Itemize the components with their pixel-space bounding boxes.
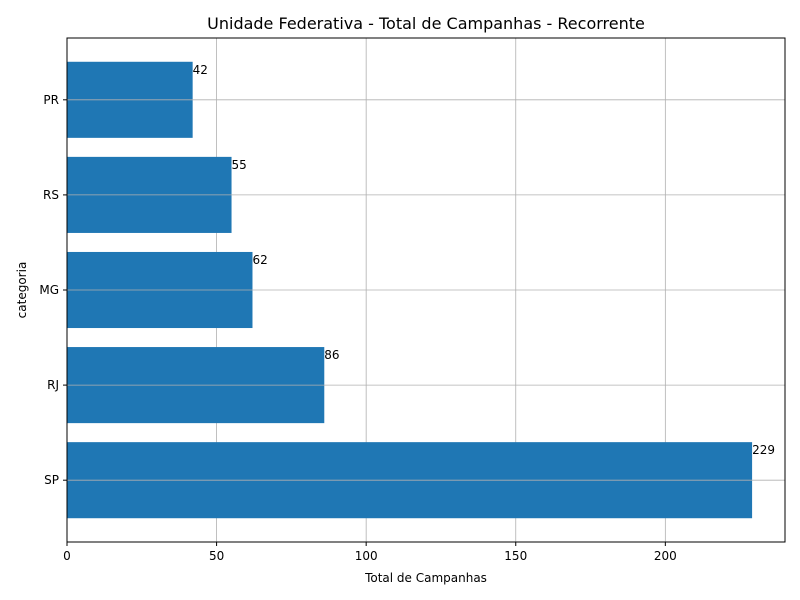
x-tick-label: 100 (355, 549, 378, 563)
x-axis-label: Total de Campanhas (364, 571, 487, 585)
data-label-pr: 42 (193, 63, 208, 77)
x-tick-label: 50 (209, 549, 224, 563)
x-tick-label: 150 (504, 549, 527, 563)
x-axis: 0 50 100 150 200 (63, 542, 677, 563)
data-label-rs: 55 (232, 158, 247, 172)
data-labels: 229 86 62 55 42 (67, 63, 785, 481)
y-tick-label-rj: RJ (47, 378, 59, 392)
data-label-mg: 62 (252, 253, 267, 267)
y-tick-label-pr: PR (43, 93, 59, 107)
y-tick-label-mg: MG (39, 283, 59, 297)
x-tick-label: 200 (654, 549, 677, 563)
y-tick-label-rs: RS (43, 188, 59, 202)
data-label-rj: 86 (324, 348, 339, 362)
y-axis-label: categoria (15, 262, 29, 319)
y-tick-label-sp: SP (44, 473, 59, 487)
y-axis: SP RJ MG RS PR (39, 93, 67, 487)
data-label-sp: 229 (752, 443, 775, 457)
x-tick-label: 0 (63, 549, 71, 563)
chart-title: Unidade Federativa - Total de Campanhas … (207, 14, 645, 33)
